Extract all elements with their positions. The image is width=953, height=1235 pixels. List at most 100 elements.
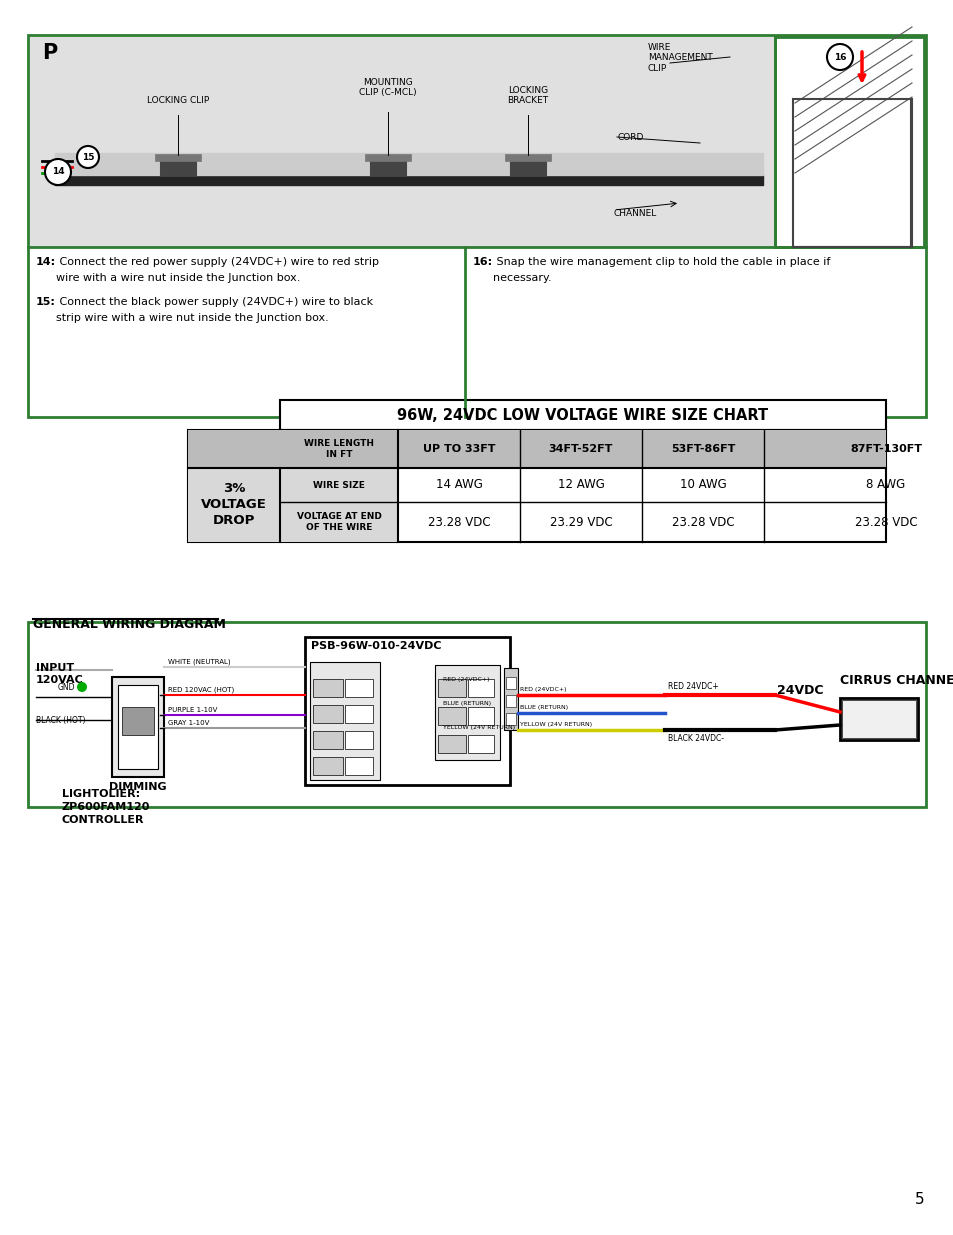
Circle shape (77, 682, 87, 692)
Bar (365, 154, 411, 161)
Bar (345, 705, 373, 722)
Bar (313, 679, 343, 697)
Text: PSB-96W-010-24VDC: PSB-96W-010-24VDC (311, 641, 441, 651)
Text: GRAY 1-10V: GRAY 1-10V (168, 720, 209, 726)
Text: 24VDC: 24VDC (776, 683, 822, 697)
Text: LOCKING CLIP: LOCKING CLIP (147, 96, 209, 105)
Text: RED 120VAC (HOT): RED 120VAC (HOT) (168, 687, 234, 693)
Text: Snap the wire management clip to hold the cable in place if: Snap the wire management clip to hold th… (493, 257, 829, 267)
Text: CIRRUS CHANNEL: CIRRUS CHANNEL (840, 673, 953, 687)
Bar (112, 677, 164, 777)
Bar (30, 37, 774, 247)
Text: UP TO 33FT: UP TO 33FT (422, 445, 495, 454)
Bar (345, 679, 373, 697)
Text: LIGHTOLIER:
ZP600FAM120
CONTROLLER: LIGHTOLIER: ZP600FAM120 CONTROLLER (62, 789, 151, 825)
Text: WHITE (NEUTRAL): WHITE (NEUTRAL) (168, 658, 231, 664)
Circle shape (45, 159, 71, 185)
Text: Connect the red power supply (24VDC+) wire to red strip: Connect the red power supply (24VDC+) wi… (56, 257, 378, 267)
Text: wire with a wire nut inside the Junction box.: wire with a wire nut inside the Junction… (56, 273, 300, 283)
Bar (468, 706, 494, 725)
Bar (437, 735, 465, 753)
Bar (345, 757, 373, 776)
Text: 8 AWG: 8 AWG (865, 478, 904, 492)
Bar (503, 668, 517, 730)
Bar (437, 706, 465, 725)
Text: 87FT-130FT: 87FT-130FT (849, 445, 921, 454)
Bar (154, 154, 201, 161)
Text: BLACK (HOT): BLACK (HOT) (36, 715, 86, 725)
Text: 96W, 24VDC LOW VOLTAGE WIRE SIZE CHART: 96W, 24VDC LOW VOLTAGE WIRE SIZE CHART (397, 408, 768, 422)
Text: RED (24VDC+): RED (24VDC+) (442, 678, 489, 683)
Text: LOCKING
BRACKET: LOCKING BRACKET (507, 85, 548, 105)
Bar (370, 161, 406, 175)
Bar (55, 153, 762, 175)
Text: 15: 15 (82, 152, 94, 162)
Text: 14 AWG: 14 AWG (436, 478, 482, 492)
Text: 34FT-52FT: 34FT-52FT (548, 445, 613, 454)
Text: WIRE LENGTH
IN FT: WIRE LENGTH IN FT (304, 440, 374, 458)
Text: 15:: 15: (36, 296, 56, 308)
Text: CHANNEL: CHANNEL (614, 209, 657, 217)
Text: necessary.: necessary. (493, 273, 551, 283)
Bar (505, 713, 516, 725)
Bar (505, 695, 516, 706)
Bar (28, 35, 925, 417)
Text: 14:: 14: (36, 257, 56, 267)
Text: 53FT-86FT: 53FT-86FT (670, 445, 735, 454)
Text: INPUT
120VAC: INPUT 120VAC (36, 663, 84, 685)
Bar (313, 731, 343, 748)
Text: GENERAL WIRING DIAGRAM: GENERAL WIRING DIAGRAM (33, 618, 226, 631)
Bar (468, 679, 494, 697)
Text: 16:: 16: (473, 257, 493, 267)
Bar (345, 731, 373, 748)
Bar (28, 622, 925, 806)
Bar (313, 705, 343, 722)
Text: 23.29 VDC: 23.29 VDC (549, 515, 612, 529)
Text: YELLOW (24V RETURN): YELLOW (24V RETURN) (519, 722, 592, 727)
Bar (505, 677, 516, 689)
Text: CORD: CORD (618, 132, 643, 142)
Text: 23.28 VDC: 23.28 VDC (427, 515, 490, 529)
Text: MOUNTING
CLIP (C-MCL): MOUNTING CLIP (C-MCL) (359, 78, 416, 98)
Text: GND: GND (57, 683, 75, 692)
Bar (792, 99, 910, 247)
Text: 23.28 VDC: 23.28 VDC (854, 515, 917, 529)
Text: BLUE (RETURN): BLUE (RETURN) (519, 705, 568, 710)
Bar (774, 37, 923, 247)
Bar (510, 161, 545, 175)
Text: 3%
VOLTAGE
DROP: 3% VOLTAGE DROP (201, 483, 267, 527)
Bar (305, 637, 510, 785)
Bar (188, 468, 280, 542)
Text: 10 AWG: 10 AWG (679, 478, 725, 492)
Text: 23.28 VDC: 23.28 VDC (671, 515, 734, 529)
Text: VOLTAGE AT END
OF THE WIRE: VOLTAGE AT END OF THE WIRE (296, 513, 381, 532)
Bar (118, 685, 158, 769)
Bar (188, 430, 885, 542)
Bar (504, 154, 551, 161)
Text: BLACK 24VDC-: BLACK 24VDC- (667, 734, 723, 743)
Bar (841, 700, 915, 739)
Text: RED 24VDC+: RED 24VDC+ (667, 682, 718, 692)
Bar (437, 679, 465, 697)
Bar (160, 161, 195, 175)
Bar (280, 400, 885, 430)
Text: RED (24VDC+): RED (24VDC+) (519, 687, 566, 692)
Text: 5: 5 (914, 1193, 923, 1208)
Bar (55, 175, 762, 185)
Bar (122, 706, 153, 735)
Text: strip wire with a wire nut inside the Junction box.: strip wire with a wire nut inside the Ju… (56, 312, 329, 324)
Text: WIRE SIZE: WIRE SIZE (313, 480, 365, 489)
Text: 12 AWG: 12 AWG (557, 478, 604, 492)
Bar (840, 698, 917, 740)
Text: 16: 16 (833, 53, 845, 62)
Bar (313, 757, 343, 776)
Text: Connect the black power supply (24VDC+) wire to black: Connect the black power supply (24VDC+) … (56, 296, 373, 308)
Text: YELLOW (24V RETURN): YELLOW (24V RETURN) (442, 725, 515, 730)
Bar (280, 468, 397, 542)
Bar (310, 662, 379, 781)
Text: BLUE (RETURN): BLUE (RETURN) (442, 700, 491, 705)
Bar (468, 735, 494, 753)
Bar (435, 664, 499, 760)
Text: WIRE
MANAGEMENT
CLIP: WIRE MANAGEMENT CLIP (647, 43, 712, 73)
Circle shape (77, 146, 99, 168)
